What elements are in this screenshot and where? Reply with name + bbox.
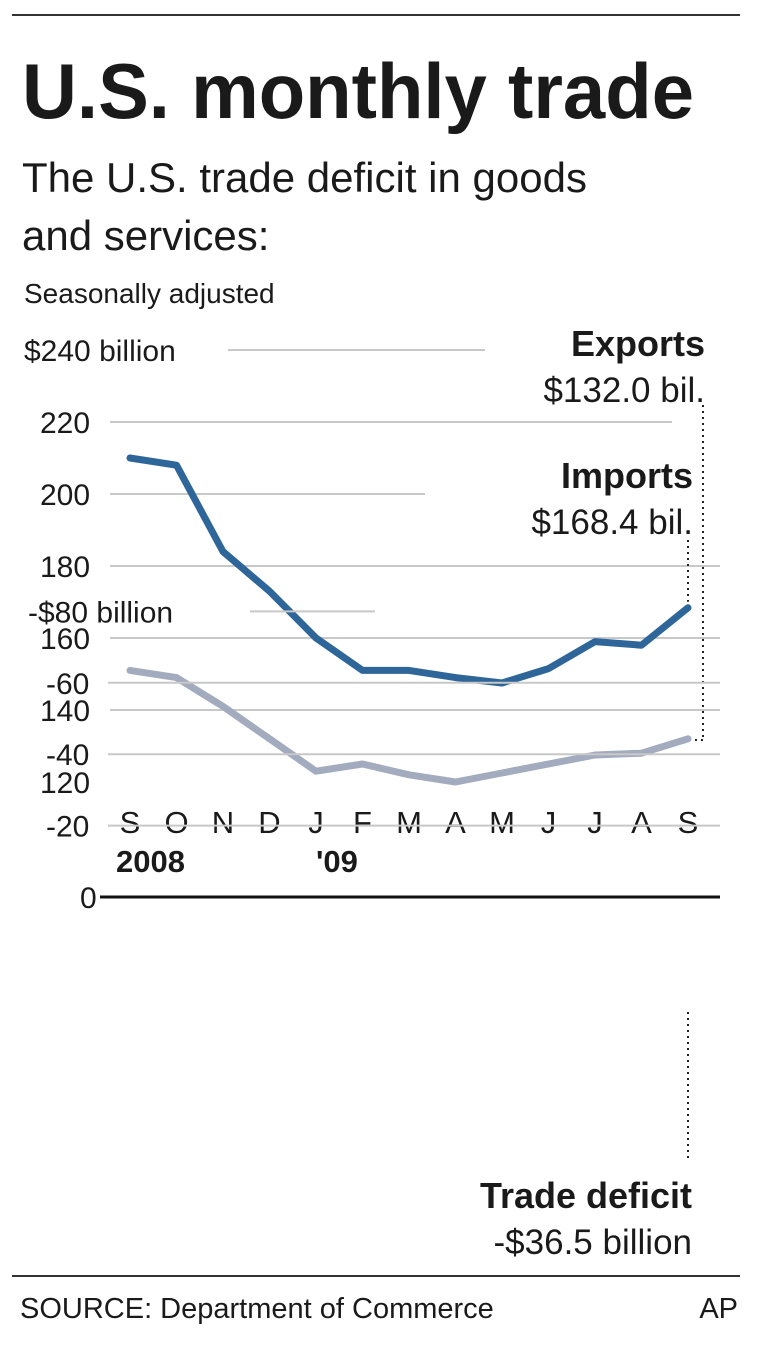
x-tick-label: J: [541, 805, 557, 840]
source-text: SOURCE: Department of Commerce: [20, 1293, 494, 1325]
x-tick-label: F: [353, 805, 372, 840]
subtitle-line-2: and services:: [22, 212, 269, 259]
trade-deficit-label: Trade deficit: [480, 1175, 692, 1216]
x-tick-label: N: [212, 805, 234, 840]
y-tick-label: $240 billion: [24, 335, 176, 368]
y-tick-label: 180: [40, 551, 90, 584]
year-label: 2008: [116, 844, 185, 879]
exports-label: Exports: [571, 323, 705, 364]
exports-value: $132.0 bil.: [543, 371, 705, 410]
x-tick-label: M: [489, 805, 515, 840]
y-tick-label: 140: [40, 695, 90, 728]
y-tick-label: -60: [46, 668, 89, 701]
x-tick-label: O: [164, 805, 188, 840]
x-tick-label: J: [308, 805, 324, 840]
y-tick-label: -$80 billion: [28, 596, 173, 629]
y-tick-label: -20: [46, 811, 89, 844]
x-tick-label: D: [258, 805, 280, 840]
x-tick-label: A: [445, 805, 466, 840]
y-tick-label: 0: [80, 882, 97, 915]
x-tick-label: M: [396, 805, 422, 840]
y-tick-label: -40: [46, 739, 89, 772]
imports-value: $168.4 bil.: [531, 503, 693, 542]
chart-title: U.S. monthly trade: [22, 47, 694, 135]
imports-label: Imports: [561, 455, 693, 496]
x-tick-label: S: [120, 805, 141, 840]
credit-text: AP: [699, 1293, 738, 1325]
y-tick-label: 220: [40, 407, 90, 440]
year-label: '09: [316, 844, 358, 879]
y-tick-label: 120: [40, 767, 90, 800]
y-tick-label: 160: [40, 623, 90, 656]
seasonally-adjusted-note: Seasonally adjusted: [24, 278, 275, 309]
y-tick-label: 200: [40, 479, 90, 512]
x-tick-label: S: [678, 805, 699, 840]
trade-deficit-value: -$36.5 billion: [494, 1223, 692, 1262]
subtitle-line-1: The U.S. trade deficit in goods: [22, 154, 587, 201]
x-tick-label: J: [587, 805, 603, 840]
trade-deficit-bar-chart: 0 -20 -40 -60 -$80 billion: [28, 596, 720, 1160]
exports-line: [126, 666, 692, 786]
x-tick-label: A: [631, 805, 652, 840]
